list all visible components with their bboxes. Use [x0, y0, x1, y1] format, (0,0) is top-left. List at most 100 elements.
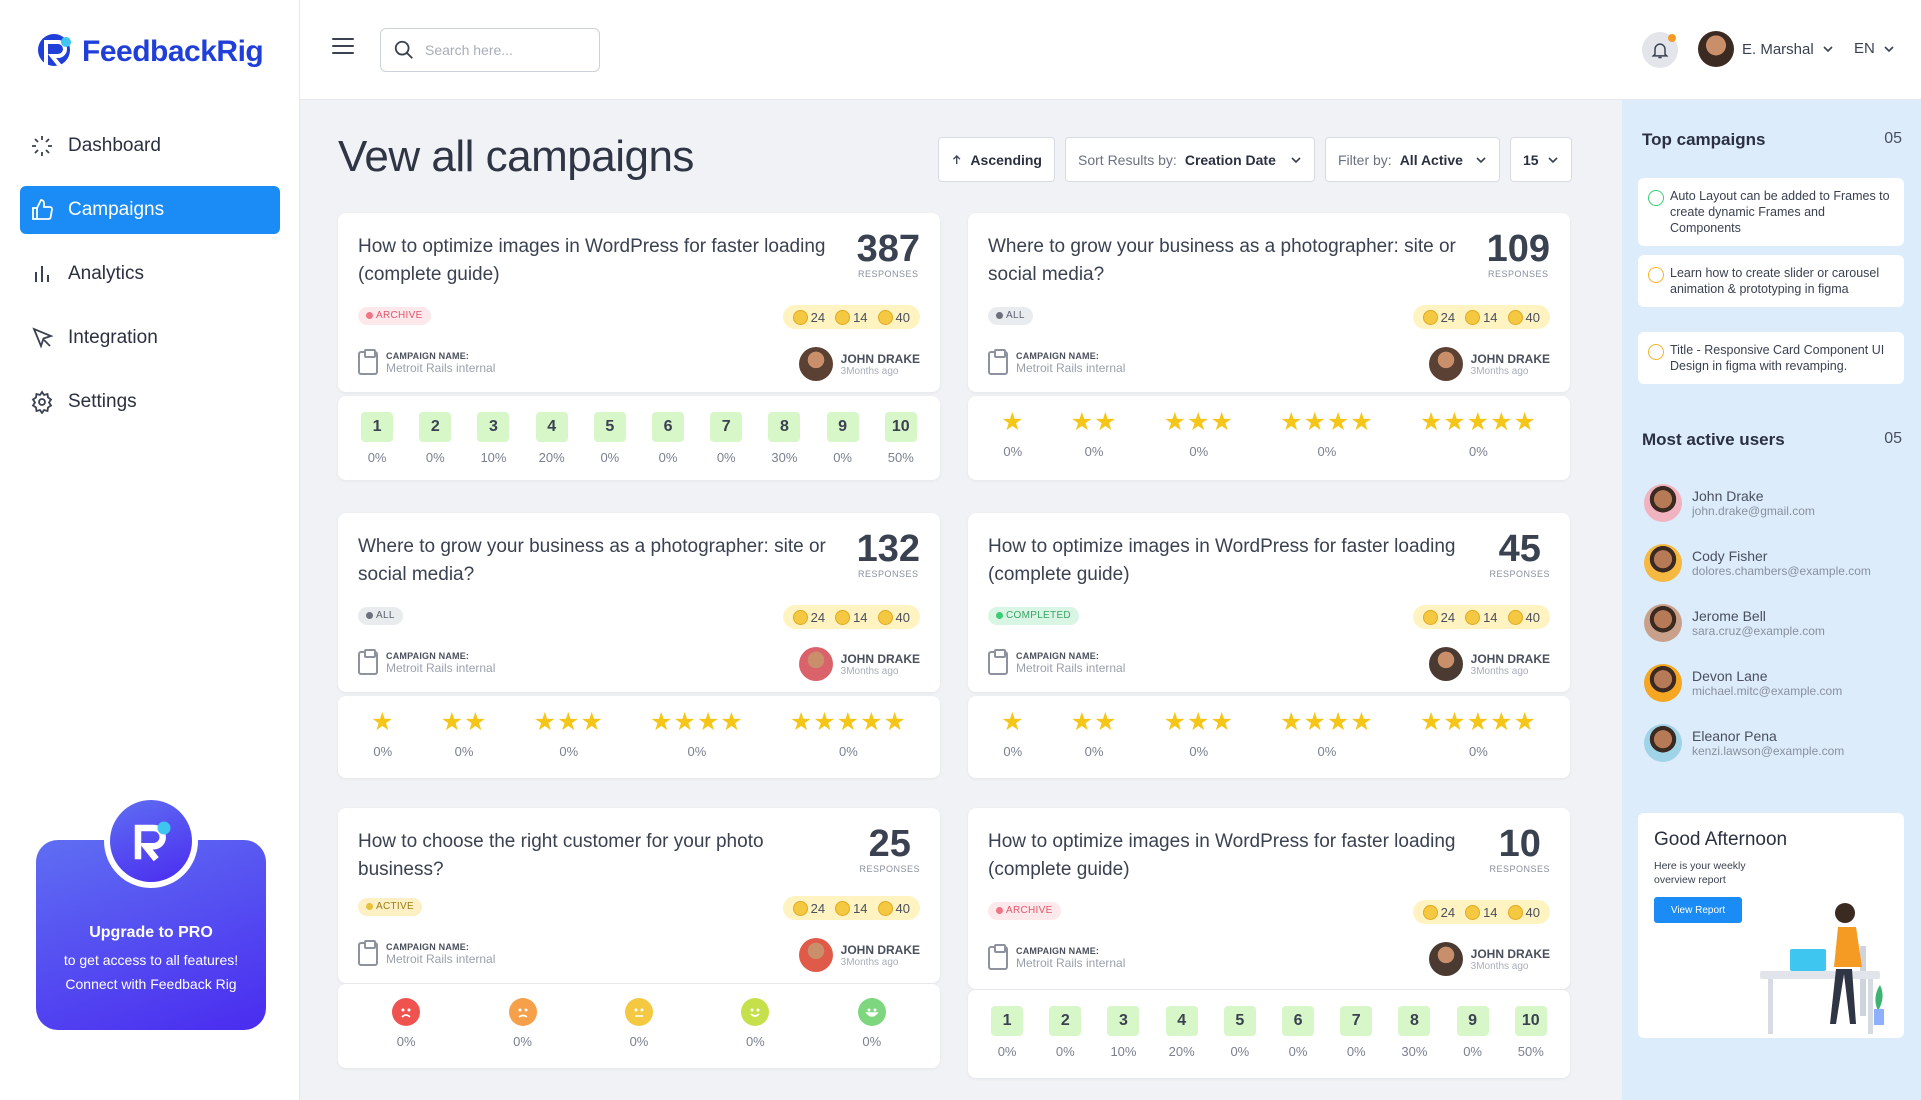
scale-option: ★★★ 0% — [1164, 708, 1234, 759]
campaign-name: CAMPAIGN NAME: Metroit Rails internal — [988, 944, 1125, 970]
top-campaign-item[interactable]: Learn how to create slider or carousel a… — [1638, 255, 1904, 307]
active-user-row[interactable]: John Drake john.drake@gmail.com — [1644, 484, 1815, 522]
status-badge: COMPLETED — [988, 607, 1079, 625]
star-rating-icon: ★★ — [1070, 708, 1118, 736]
campaign-author[interactable]: JOHN DRAKE 3Months ago — [798, 647, 920, 681]
scale-number: 3 — [477, 412, 510, 442]
mood-count: 14 — [1483, 609, 1498, 625]
campaign-author[interactable]: JOHN DRAKE 3Months ago — [798, 938, 920, 972]
active-user-row[interactable]: Eleanor Pena kenzi.lawson@example.com — [1644, 724, 1844, 762]
active-user-email: dolores.chambers@example.com — [1692, 564, 1871, 578]
campaign-card[interactable]: How to optimize images in WordPress for … — [968, 513, 1570, 692]
scale-option: 0% — [741, 998, 770, 1049]
scale-percent: 0% — [513, 1034, 532, 1049]
mood-summary: 24 14 40 — [1412, 605, 1550, 629]
scale-option: 7 0% — [710, 412, 743, 465]
page-size-select[interactable]: 15 — [1510, 137, 1572, 182]
neutral-face-icon — [835, 609, 851, 625]
smile-face-icon — [1648, 190, 1664, 206]
campaign-card[interactable]: Where to grow your business as a photogr… — [338, 513, 940, 692]
sidebar-item-integration[interactable]: Integration — [20, 314, 280, 362]
filter-select[interactable]: Filter by: All Active — [1325, 137, 1500, 182]
campaign-author[interactable]: JOHN DRAKE 3Months ago — [798, 347, 920, 381]
author-time: 3Months ago — [840, 365, 899, 377]
sort-order-label: Ascending — [970, 151, 1042, 168]
scale-percent: 0% — [997, 1044, 1017, 1059]
notification-bell-icon[interactable] — [1642, 32, 1678, 68]
clipboard-icon — [988, 349, 1008, 375]
user-avatar — [1644, 604, 1682, 642]
campaign-name: CAMPAIGN NAME: Metroit Rails internal — [358, 940, 495, 966]
promo-title: Upgrade to PRO — [89, 924, 213, 941]
scale-percent: 0% — [425, 450, 445, 465]
author-time: 3Months ago — [840, 665, 899, 677]
scale-option: 5 0% — [1223, 1006, 1256, 1059]
neutral-face-icon — [624, 998, 653, 1026]
response-count-value: 45 — [1498, 528, 1541, 570]
campaign-card[interactable]: Where to grow your business as a photogr… — [968, 213, 1570, 392]
top-campaigns-title: Top campaigns — [1642, 130, 1766, 149]
sidebar-item-dashboard[interactable]: Dashboard — [20, 122, 280, 170]
dashboard-icon — [32, 136, 52, 156]
sort-order-button[interactable]: Ascending — [938, 137, 1055, 182]
mood-count: 40 — [1525, 609, 1540, 625]
campaign-card[interactable]: How to optimize images in WordPress for … — [968, 808, 1570, 989]
top-campaign-item[interactable]: Title - Responsive Card Component UI Des… — [1638, 332, 1904, 384]
mood-summary: 24 14 40 — [782, 305, 920, 329]
campaign-author[interactable]: JOHN DRAKE 3Months ago — [1428, 942, 1550, 976]
notification-dot — [1668, 34, 1676, 42]
campaign-card[interactable]: How to choose the right customer for you… — [338, 808, 940, 983]
star-rating-icon: ★ — [1001, 408, 1025, 436]
campaign-name-value: Metroit Rails internal — [1016, 361, 1126, 375]
neutral-face-icon — [1648, 344, 1664, 360]
author-avatar — [798, 938, 833, 972]
status-badge: ACTIVE — [358, 898, 422, 916]
scale-percent: 0% — [1003, 744, 1023, 759]
active-user-row[interactable]: Jerome Bell sara.cruz@example.com — [1644, 604, 1825, 642]
author-time: 3Months ago — [1470, 365, 1529, 377]
scale-option: ★★★★ 0% — [650, 708, 744, 759]
scale-option: ★★★★ 0% — [1280, 408, 1374, 459]
top-campaign-item[interactable]: Auto Layout can be added to Frames to cr… — [1638, 178, 1904, 246]
sidebar-item-label: Integration — [68, 327, 158, 348]
campaign-card[interactable]: How to optimize images in WordPress for … — [338, 213, 940, 392]
search-input[interactable] — [425, 42, 585, 58]
right-panel: Top campaigns 05 Auto Layout can be adde… — [1622, 100, 1921, 1100]
filter-value: All Active — [1399, 151, 1463, 168]
scale-percent: 0% — [1317, 744, 1337, 759]
mood-count: 14 — [1483, 309, 1498, 325]
clipboard-icon — [988, 649, 1008, 675]
search-box[interactable] — [380, 28, 600, 72]
response-count: 109 RESPONSES — [1487, 229, 1550, 279]
response-scale: ★ 0% ★★ 0% ★★★ 0% ★★★★ 0% ★★★★★ 0% — [338, 696, 940, 778]
sort-select[interactable]: Sort Results by: Creation Date — [1065, 137, 1315, 182]
scale-option: 2 0% — [1049, 1006, 1082, 1059]
sidebar-item-settings[interactable]: Settings — [20, 378, 280, 426]
user-avatar — [1644, 484, 1682, 522]
upgrade-promo-card[interactable]: Upgrade to PRO to get access to all feat… — [36, 794, 266, 1030]
mood-summary: 24 14 40 — [1412, 900, 1550, 924]
neutral-face-icon — [1465, 904, 1481, 920]
scale-option: 4 20% — [535, 412, 568, 465]
scale-number: 9 — [826, 412, 859, 442]
sad-face-icon — [1507, 904, 1523, 920]
logo[interactable]: FeedbackRig — [36, 32, 264, 72]
campaign-author[interactable]: JOHN DRAKE 3Months ago — [1428, 347, 1550, 381]
hamburger-menu-icon[interactable] — [332, 38, 354, 56]
user-menu[interactable]: E. Marshal — [1698, 31, 1834, 67]
smile-face-icon — [792, 609, 808, 625]
scale-percent: 0% — [396, 1034, 416, 1049]
active-user-row[interactable]: Devon Lane michael.mitc@example.com — [1644, 664, 1842, 702]
sidebar-item-analytics[interactable]: Analytics — [20, 250, 280, 298]
sidebar-item-campaigns[interactable]: Campaigns — [20, 186, 280, 234]
scale-percent: 10% — [1110, 1044, 1137, 1059]
language-selector[interactable]: EN — [1854, 40, 1895, 57]
mood-count: 40 — [895, 609, 910, 625]
active-user-row[interactable]: Cody Fisher dolores.chambers@example.com — [1644, 544, 1871, 582]
star-rating-icon: ★★★★★ — [1419, 708, 1537, 736]
view-report-button[interactable]: View Report — [1654, 897, 1742, 923]
campaign-author[interactable]: JOHN DRAKE 3Months ago — [1428, 647, 1550, 681]
scale-percent: 0% — [1084, 444, 1104, 459]
scale-number: 2 — [1049, 1006, 1082, 1036]
scale-number: 3 — [1107, 1006, 1140, 1036]
